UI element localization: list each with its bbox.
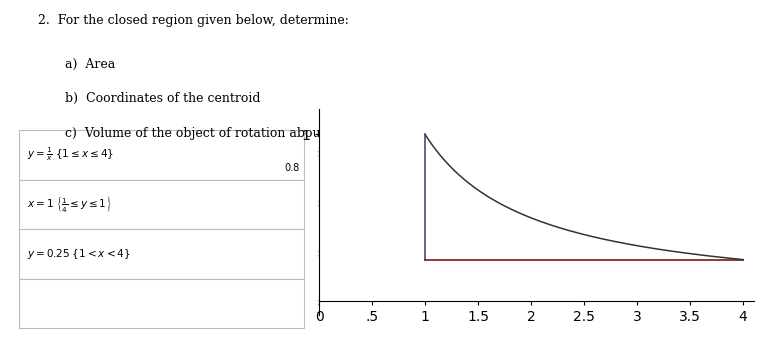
- Text: $x = 1$ $\left\{\frac{1}{4} \leq y \leq 1\right\}$: $x = 1$ $\left\{\frac{1}{4} \leq y \leq …: [27, 194, 112, 214]
- Text: a)  Area: a) Area: [65, 58, 115, 71]
- Text: ×: ×: [315, 249, 325, 259]
- Bar: [19, 279, 304, 328]
- Text: $y = 0.25$ $\{1 < x < 4\}$: $y = 0.25$ $\{1 < x < 4\}$: [27, 247, 131, 261]
- Text: $y = \frac{1}{x}$ $\{1 \leq x \leq 4\}$: $y = \frac{1}{x}$ $\{1 \leq x \leq 4\}$: [27, 146, 114, 163]
- Text: 2.  For the closed region given below, determine:: 2. For the closed region given below, de…: [38, 14, 349, 27]
- Text: c)  Volume of the object of rotation about the y-axis: c) Volume of the object of rotation abou…: [65, 127, 391, 140]
- Text: ×: ×: [315, 150, 325, 160]
- Text: ×: ×: [315, 199, 325, 209]
- Bar: [19, 229, 304, 279]
- Bar: [19, 130, 304, 180]
- Text: ×: ×: [315, 299, 325, 308]
- Bar: [19, 180, 304, 229]
- Text: b)  Coordinates of the centroid: b) Coordinates of the centroid: [65, 92, 261, 105]
- Text: 0.8: 0.8: [285, 163, 300, 173]
